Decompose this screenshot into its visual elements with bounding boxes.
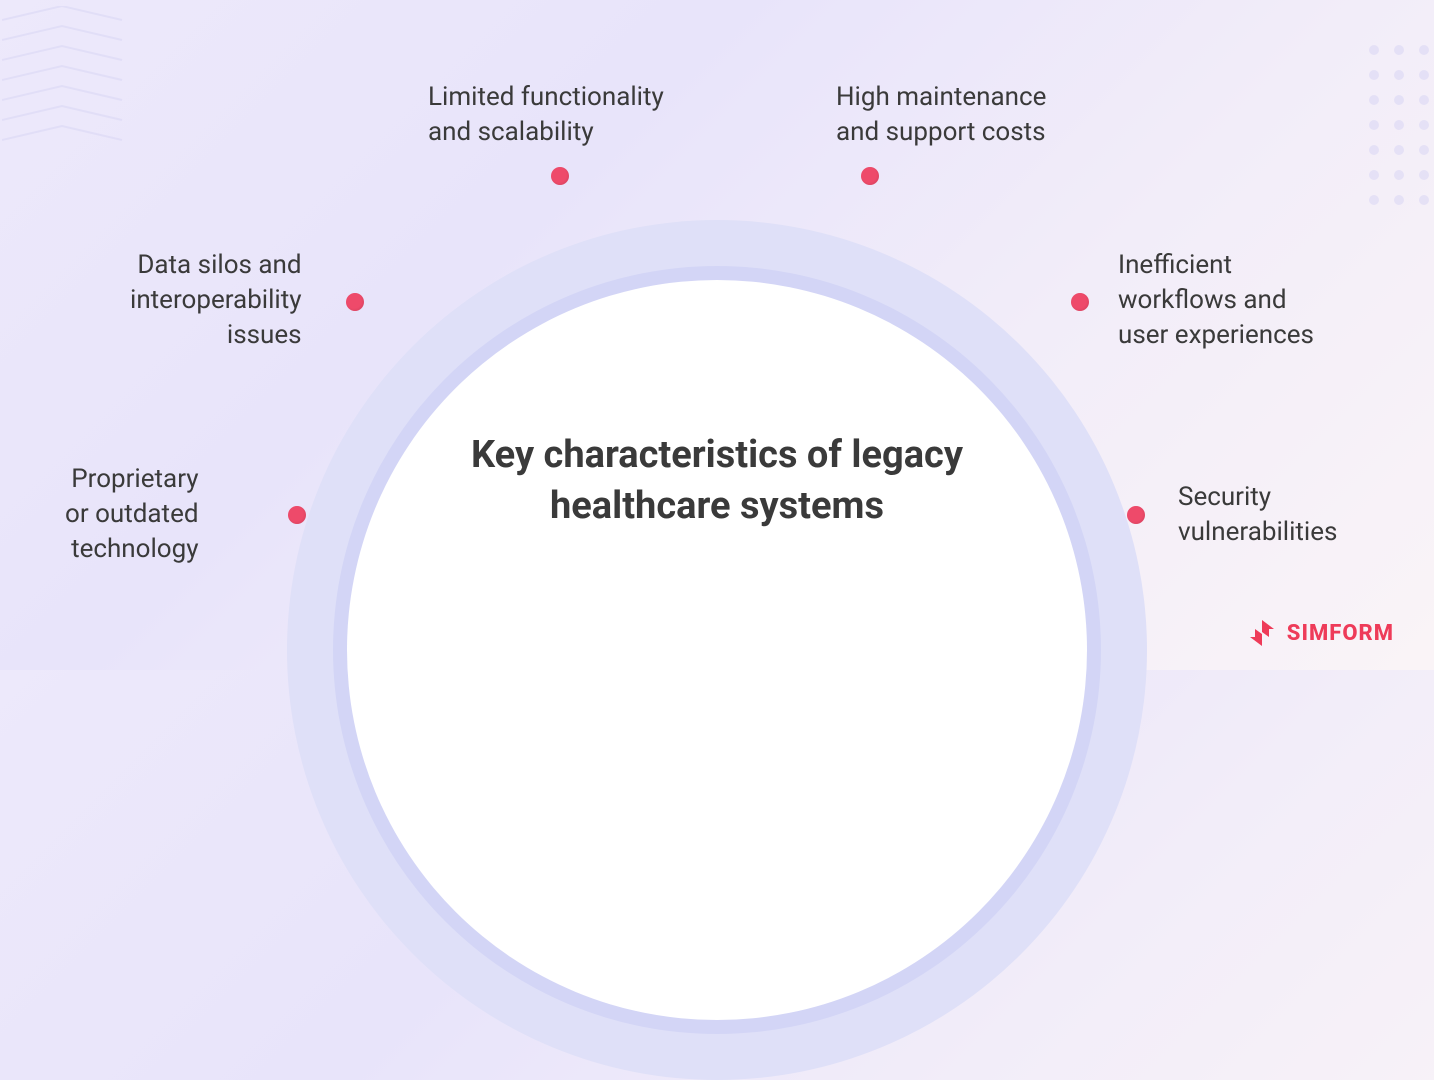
label-proprietary: Proprietary or outdated technology — [65, 462, 199, 567]
label-line: Proprietary — [71, 464, 198, 494]
bullet-dot-limited-functionality — [551, 167, 569, 185]
arc-center-disc — [347, 280, 1087, 1020]
brand-logo-text: SIMFORM — [1287, 621, 1394, 646]
label-limited-functionality: Limited functionality and scalability — [428, 80, 664, 150]
brand-logo: SIMFORM — [1247, 618, 1394, 648]
label-line: vulnerabilities — [1178, 517, 1337, 547]
bullet-dot-inefficient-workflows — [1071, 293, 1089, 311]
center-heading: Key characteristics of legacy healthcare… — [417, 430, 1017, 533]
decoration-chevrons — [2, 6, 152, 166]
label-line: issues — [227, 320, 302, 350]
label-line: user experiences — [1118, 320, 1314, 350]
label-line: and scalability — [428, 117, 594, 147]
brand-logo-mark-icon — [1247, 618, 1277, 648]
bullet-dot-high-maintenance — [861, 167, 879, 185]
label-line: Security — [1178, 482, 1271, 512]
label-high-maintenance: High maintenance and support costs — [836, 80, 1046, 150]
label-line: technology — [71, 534, 198, 564]
label-line: or outdated — [65, 499, 199, 529]
bullet-dot-data-silos — [346, 293, 364, 311]
decoration-dot-grid — [1364, 40, 1434, 214]
label-data-silos: Data silos and interoperability issues — [130, 248, 302, 353]
bullet-dot-proprietary — [288, 506, 306, 524]
label-line: High maintenance — [836, 82, 1046, 112]
label-inefficient-workflows: Inefficient workflows and user experienc… — [1118, 248, 1314, 353]
label-line: interoperability — [130, 285, 302, 315]
bullet-dot-security — [1127, 506, 1145, 524]
label-line: Inefficient — [1118, 250, 1232, 280]
label-line: and support costs — [836, 117, 1046, 147]
radial-arc — [287, 220, 1147, 1080]
label-security: Security vulnerabilities — [1178, 480, 1337, 550]
label-line: workflows and — [1118, 285, 1287, 315]
label-line: Limited functionality — [428, 82, 664, 112]
label-line: Data silos and — [137, 250, 301, 280]
